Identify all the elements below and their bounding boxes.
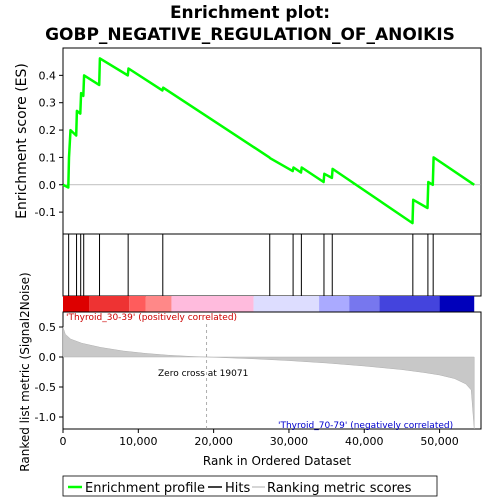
legend-frame (62, 475, 438, 497)
x-tick-label: 0 (60, 435, 67, 448)
chart-title-line1: Enrichment plot: (170, 3, 330, 23)
x-tick-label: 40,000 (345, 435, 384, 448)
metric-ytick-label: -1.0 (35, 411, 56, 424)
heat-bar-segment (129, 296, 146, 312)
metric-panel: -1.0 -0.5 0.0 0.5 'Thyroid_30-39' (positive… (35, 311, 482, 431)
negative-correlation-label: 'Thyroid_70-79' (negatively correlated) (278, 421, 453, 431)
hits-panel-frame (62, 233, 482, 297)
heat-bar-segment (253, 296, 320, 312)
heat-bar-segment (171, 296, 254, 312)
legend: Enrichment profile Hits Ranking metric s… (62, 475, 438, 497)
heat-bar-segment (379, 296, 440, 312)
legend-label-metric: Ranking metric scores (267, 481, 412, 496)
es-panel-frame (62, 47, 482, 235)
positive-correlation-label: 'Thyroid_30-39' (positively correlated) (66, 313, 237, 323)
x-tick-label: 30,000 (270, 435, 309, 448)
metric-ylabel: Ranked list metric (Signal2Noise) (18, 272, 32, 471)
metric-ytick-label: 0.0 (39, 351, 57, 364)
legend-label-hits: Hits (225, 481, 250, 496)
zero-cross-label: Zero cross at 19071 (158, 369, 248, 379)
chart-title-line2: GOBP_NEGATIVE_REGULATION_OF_ANOIKIS (45, 25, 455, 45)
x-tick-label: 50,000 (420, 435, 459, 448)
heat-bar-segment (439, 296, 475, 312)
heat-bar-segment (145, 296, 172, 312)
heat-bar-segment (319, 296, 350, 312)
es-ylabel: Enrichment score (ES) (14, 63, 30, 219)
metric-area (62, 326, 475, 430)
es-ytick-label: 0.4 (39, 69, 57, 82)
metric-ytick-label: 0.5 (39, 321, 57, 334)
heat-bar-segment (63, 296, 90, 312)
es-ytick-label: 0.2 (39, 124, 57, 137)
x-tick-label: 20,000 (194, 435, 233, 448)
heat-bar-segment (89, 296, 130, 312)
metric-ytick-label: -0.5 (35, 381, 56, 394)
legend-label-enrichment: Enrichment profile (85, 481, 205, 496)
heat-bar (63, 296, 475, 312)
es-ytick-label: 0.3 (39, 97, 57, 110)
heat-bar-segment (349, 296, 380, 312)
es-panel: -0.1 0.0 0.1 0.2 0.3 0.4 (35, 47, 482, 235)
es-profile-line (62, 57, 475, 225)
x-axis-label: Rank in Ordered Dataset (203, 454, 351, 468)
hits-panel (62, 233, 482, 297)
es-ytick-label: 0.0 (39, 179, 57, 192)
es-ytick-label: 0.1 (39, 151, 57, 164)
es-ytick-label: -0.1 (35, 206, 56, 219)
x-tick-label: 10,000 (119, 435, 158, 448)
